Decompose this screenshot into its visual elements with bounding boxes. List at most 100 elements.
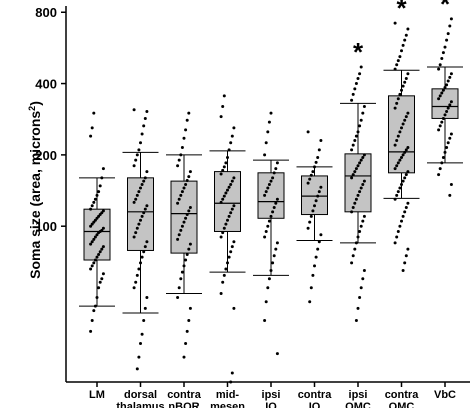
data-point [89,242,93,246]
data-point [185,252,189,256]
y-tick-label: 100 [35,219,57,234]
data-point [448,75,452,79]
data-point [401,122,405,126]
data-point [354,318,358,322]
data-point [184,216,188,220]
data-point [266,186,270,190]
data-point [132,108,136,112]
data-point [438,124,442,128]
data-point [361,277,365,281]
data-point [132,286,136,290]
data-point [90,318,94,322]
data-point [319,139,323,143]
x-category-label-line2: IO [309,401,321,408]
data-point [353,87,357,91]
data-point [227,185,231,189]
data-point [89,224,93,228]
data-point [187,247,191,251]
data-point [404,173,408,177]
data-point [359,65,363,69]
data-point [134,231,138,235]
data-point [316,155,320,159]
data-point [404,148,408,152]
data-point [448,24,452,28]
data-point [400,182,403,186]
data-point [226,188,229,192]
data-point [180,190,184,194]
y-tick-label: 800 [35,5,57,20]
data-point [316,194,320,198]
data-point [143,306,147,310]
data-point [354,134,358,138]
data-point [396,134,400,138]
data-point [269,179,273,183]
data-point [101,167,105,171]
data-point [406,27,410,31]
significance-star: * [440,0,451,19]
data-point [264,190,268,194]
data-point [224,191,228,195]
data-point [139,341,142,345]
data-point [232,176,236,180]
data-point [269,269,273,273]
data-point [398,224,402,228]
data-point [400,126,403,130]
data-point [358,296,362,300]
data-point [319,185,323,189]
data-point [406,247,410,251]
data-point [396,229,400,233]
data-point [221,231,225,235]
data-point [145,109,149,113]
data-point [219,115,223,119]
data-point [227,214,231,218]
data-point [361,219,365,223]
y-tick-label: 400 [35,77,57,92]
data-point [350,261,354,265]
box-group [253,159,289,276]
data-point [406,72,410,76]
data-point [187,318,191,322]
data-point [182,355,186,359]
data-point [353,139,357,143]
data-point [177,233,181,237]
data-point [353,170,357,174]
data-point [308,300,312,304]
data-point [358,72,362,76]
data-point [139,261,142,265]
data-point [101,226,105,230]
data-point [308,220,312,224]
data-point [361,155,365,159]
data-point [353,247,357,251]
data-point [354,197,358,201]
data-point [354,241,358,245]
data-point [137,355,141,359]
box-group [296,166,333,242]
data-point [449,132,453,136]
box-iqr [214,171,241,232]
data-point [90,222,94,226]
data-point [443,113,447,117]
data-point [350,98,354,102]
data-point [441,116,445,120]
x-category-label: LM [89,389,105,401]
data-point [267,120,271,124]
box-group: * [340,37,376,244]
x-category-label: contra [167,389,202,401]
data-point [398,158,402,162]
data-point [224,222,228,226]
data-point [221,168,225,172]
data-point [309,286,313,290]
data-point [90,126,94,130]
data-point [395,193,399,197]
data-point [187,111,191,115]
data-point [101,209,105,213]
significance-star: * [353,37,364,67]
data-point [438,94,442,98]
data-point [311,209,315,213]
data-point [140,255,144,259]
data-point [93,304,97,308]
data-point [90,204,94,208]
data-point [232,240,236,244]
data-point [98,280,102,284]
x-category-label-line2: IO [265,401,277,408]
